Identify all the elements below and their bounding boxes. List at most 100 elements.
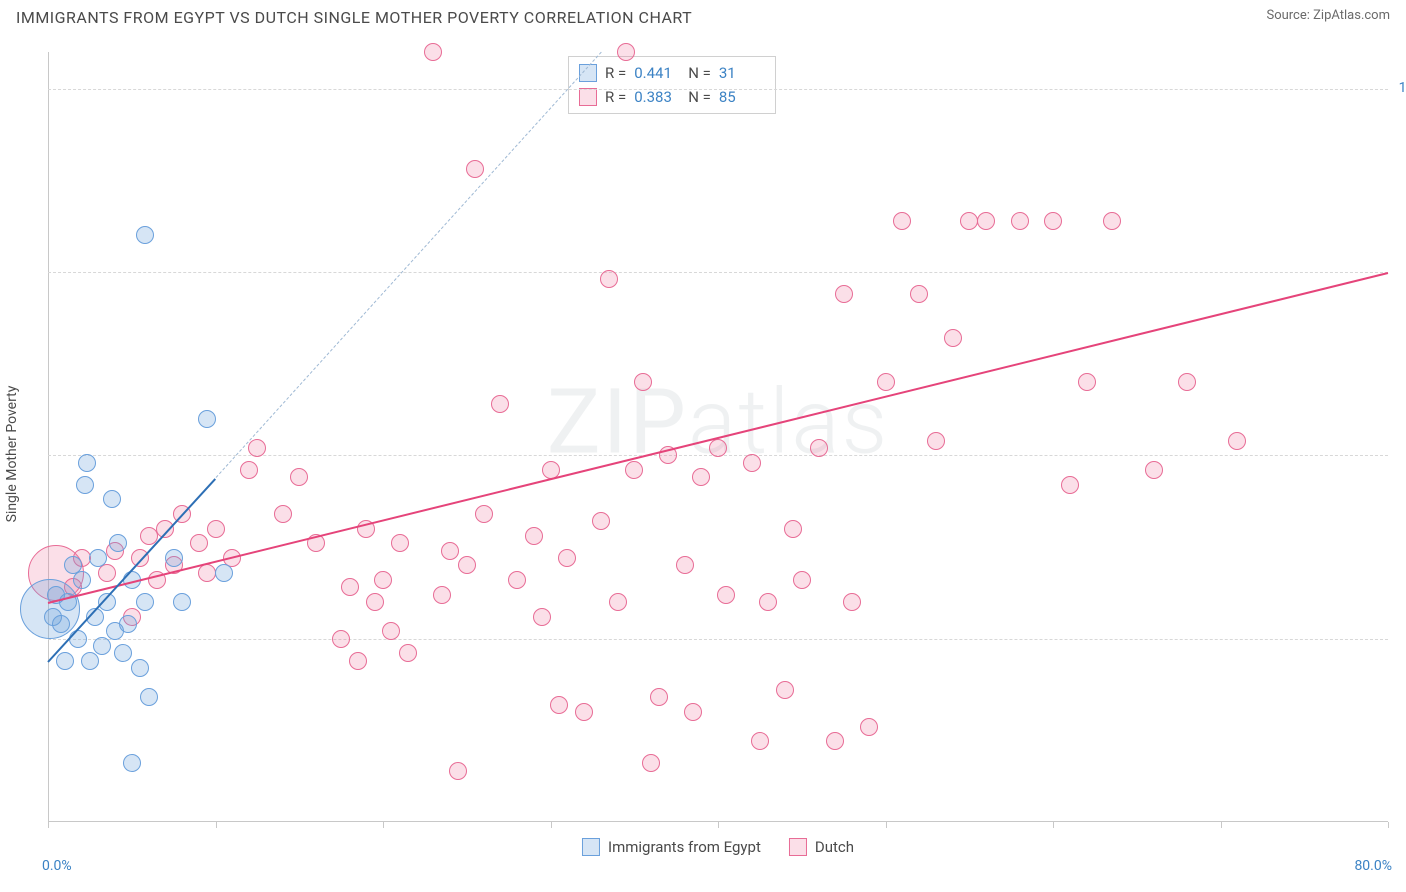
- data-point-dutch: [784, 520, 802, 538]
- chart-title: IMMIGRANTS FROM EGYPT VS DUTCH SINGLE MO…: [16, 8, 692, 27]
- data-point-dutch: [1011, 212, 1029, 230]
- data-point-egypt: [136, 593, 154, 611]
- data-point-dutch: [366, 593, 384, 611]
- data-point-egypt: [56, 652, 74, 670]
- data-point-dutch: [910, 285, 928, 303]
- data-point-egypt: [123, 754, 141, 772]
- data-point-dutch: [642, 754, 660, 772]
- data-point-dutch: [1178, 373, 1196, 391]
- data-point-dutch: [776, 681, 794, 699]
- data-point-dutch: [826, 732, 844, 750]
- data-point-dutch: [558, 549, 576, 567]
- data-point-dutch: [508, 571, 526, 589]
- data-point-dutch: [810, 439, 828, 457]
- data-point-egypt: [81, 652, 99, 670]
- x-tick: [886, 822, 887, 828]
- data-point-dutch: [1228, 432, 1246, 450]
- data-point-dutch: [575, 703, 593, 721]
- r-label: R =: [605, 61, 626, 85]
- swatch-egypt: [582, 838, 600, 856]
- data-point-egypt: [114, 644, 132, 662]
- r-value-egypt: 0.441: [634, 61, 680, 85]
- data-point-egypt: [136, 226, 154, 244]
- data-point-dutch: [374, 571, 392, 589]
- data-point-dutch: [240, 461, 258, 479]
- y-tick-label: 100.0%: [1399, 80, 1406, 96]
- data-point-dutch: [290, 468, 308, 486]
- data-point-egypt: [140, 688, 158, 706]
- data-point-egypt: [119, 615, 137, 633]
- data-point-dutch: [835, 285, 853, 303]
- x-tick: [551, 822, 552, 828]
- data-point-egypt: [52, 615, 70, 633]
- x-tick: [48, 822, 49, 828]
- correlation-legend: R = 0.441 N = 31 R = 0.383 N = 85: [568, 56, 776, 114]
- data-point-dutch: [332, 630, 350, 648]
- gridline: [48, 89, 1388, 90]
- scatter-plot: ZIPatlas R = 0.441 N = 31 R = 0.383 N = …: [48, 52, 1388, 822]
- data-point-dutch: [634, 373, 652, 391]
- y-axis-line: [48, 52, 49, 822]
- data-point-dutch: [466, 160, 484, 178]
- series-legend: Immigrants from Egypt Dutch: [582, 838, 854, 856]
- source-attribution: Source: ZipAtlas.com: [1266, 8, 1390, 23]
- n-value-egypt: 31: [719, 61, 765, 85]
- trendline-dutch: [48, 272, 1388, 604]
- data-point-dutch: [592, 512, 610, 530]
- data-point-dutch: [893, 212, 911, 230]
- data-point-dutch: [399, 644, 417, 662]
- data-point-dutch: [717, 586, 735, 604]
- legend-item-egypt: Immigrants from Egypt: [582, 838, 761, 856]
- data-point-dutch: [274, 505, 292, 523]
- data-point-dutch: [960, 212, 978, 230]
- data-point-dutch: [743, 454, 761, 472]
- legend-item-dutch: Dutch: [789, 838, 854, 856]
- data-point-dutch: [475, 505, 493, 523]
- data-point-dutch: [525, 527, 543, 545]
- data-point-dutch: [650, 688, 668, 706]
- data-point-dutch: [860, 718, 878, 736]
- data-point-egypt: [109, 534, 127, 552]
- source-prefix: Source:: [1266, 8, 1313, 23]
- legend-label-egypt: Immigrants from Egypt: [608, 838, 761, 856]
- data-point-egypt: [93, 637, 111, 655]
- data-point-dutch: [349, 652, 367, 670]
- data-point-dutch: [248, 439, 266, 457]
- data-point-egypt: [78, 454, 96, 472]
- watermark: ZIPatlas: [547, 369, 889, 474]
- data-point-dutch: [458, 556, 476, 574]
- data-point-dutch: [600, 270, 618, 288]
- data-point-dutch: [341, 578, 359, 596]
- data-point-dutch: [692, 468, 710, 486]
- data-point-egypt: [173, 593, 191, 611]
- data-point-dutch: [625, 461, 643, 479]
- data-point-egypt: [89, 549, 107, 567]
- data-point-dutch: [751, 732, 769, 750]
- data-point-dutch: [424, 43, 442, 61]
- data-point-egypt: [215, 564, 233, 582]
- data-point-dutch: [441, 542, 459, 560]
- data-point-dutch: [207, 520, 225, 538]
- x-max-label: 80.0%: [1354, 858, 1392, 874]
- data-point-dutch: [617, 43, 635, 61]
- gridline: [48, 639, 1388, 640]
- gridline: [48, 272, 1388, 273]
- data-point-dutch: [676, 556, 694, 574]
- data-point-dutch: [391, 534, 409, 552]
- x-tick: [383, 822, 384, 828]
- x-tick: [1388, 822, 1389, 828]
- data-point-egypt: [103, 490, 121, 508]
- data-point-dutch: [944, 329, 962, 347]
- data-point-egypt: [198, 410, 216, 428]
- data-point-dutch: [759, 593, 777, 611]
- x-tick: [1221, 822, 1222, 828]
- data-point-dutch: [877, 373, 895, 391]
- data-point-dutch: [609, 593, 627, 611]
- data-point-dutch: [1145, 461, 1163, 479]
- n-label: N =: [688, 61, 711, 85]
- data-point-dutch: [449, 762, 467, 780]
- legend-row-egypt: R = 0.441 N = 31: [579, 61, 765, 85]
- data-point-dutch: [843, 593, 861, 611]
- legend-label-dutch: Dutch: [815, 838, 854, 856]
- data-point-dutch: [433, 586, 451, 604]
